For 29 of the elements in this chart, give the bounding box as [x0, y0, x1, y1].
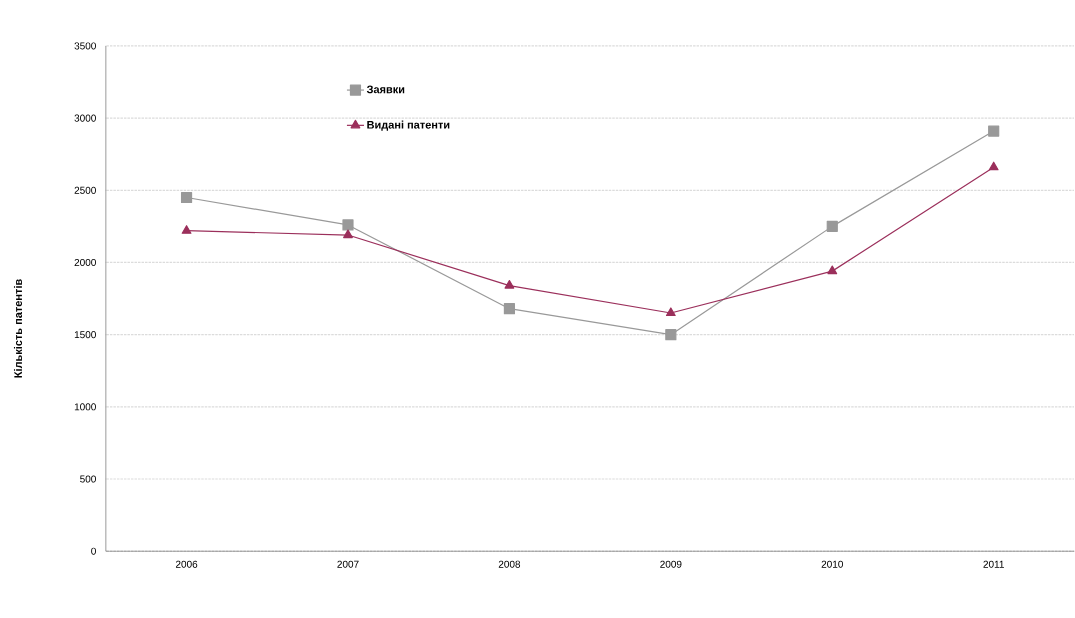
y-tick-label: 1500	[74, 331, 96, 339]
x-tick-label: 2011	[983, 560, 1004, 568]
point	[826, 220, 838, 232]
point	[827, 265, 838, 275]
point	[342, 219, 354, 231]
point	[988, 125, 1000, 137]
point	[665, 329, 677, 341]
y-tick-label: 1000	[74, 403, 96, 411]
x-tick-label: 2006	[175, 560, 198, 568]
x-tick-label: 2009	[660, 560, 682, 568]
point	[665, 307, 676, 317]
y-tick-label: 2500	[74, 186, 96, 194]
x-tick-label: 2010	[821, 560, 843, 568]
x-tick-label: 2008	[498, 560, 521, 568]
y-tick-label: 500	[80, 475, 96, 483]
point	[181, 225, 192, 234]
y-tick-label: 3000	[74, 114, 96, 122]
legend-label: Заявки	[366, 85, 405, 94]
y-tick-label: 3500	[74, 42, 96, 50]
point	[504, 279, 515, 289]
point	[503, 303, 516, 315]
y-tick-label: 2000	[74, 258, 96, 266]
point	[343, 229, 353, 239]
legend-label: Видані патенти	[367, 120, 450, 131]
point	[180, 191, 193, 204]
y-axis-title: Кількість патентів	[13, 279, 23, 378]
point	[988, 161, 999, 171]
y-tick-label: 0	[91, 547, 96, 555]
x-tick-label: 2007	[337, 560, 359, 568]
